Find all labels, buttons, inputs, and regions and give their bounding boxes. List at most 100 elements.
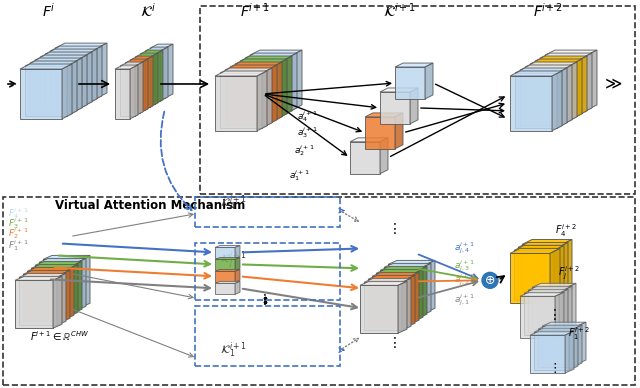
Text: $a_{j,4}^{i+1}$: $a_{j,4}^{i+1}$ (454, 241, 475, 256)
Polygon shape (514, 246, 564, 250)
Polygon shape (365, 117, 395, 149)
Polygon shape (587, 50, 597, 110)
Text: $\mathbf{\mathit{F}}^{i+1}$: $\mathbf{\mathit{F}}^{i+1}$ (240, 2, 270, 20)
Polygon shape (287, 53, 297, 113)
Polygon shape (388, 264, 426, 312)
Polygon shape (380, 88, 418, 92)
Polygon shape (19, 277, 57, 325)
Polygon shape (520, 296, 555, 338)
Polygon shape (567, 283, 576, 329)
Polygon shape (87, 49, 97, 104)
Polygon shape (35, 55, 87, 60)
Polygon shape (582, 53, 592, 113)
Polygon shape (65, 267, 74, 319)
Polygon shape (120, 62, 143, 66)
Polygon shape (220, 68, 272, 73)
Polygon shape (250, 55, 292, 110)
Polygon shape (510, 71, 562, 76)
Polygon shape (240, 56, 292, 61)
Polygon shape (292, 50, 302, 110)
Polygon shape (53, 276, 62, 328)
Polygon shape (45, 54, 87, 104)
Text: $F_j^{i+2}$: $F_j^{i+2}$ (558, 265, 580, 282)
Polygon shape (235, 64, 277, 119)
Polygon shape (372, 272, 419, 276)
Polygon shape (215, 269, 240, 271)
Polygon shape (81, 255, 90, 307)
Polygon shape (532, 288, 567, 329)
Text: $a_{j,1}^{i+1}$: $a_{j,1}^{i+1}$ (454, 293, 475, 308)
Polygon shape (15, 276, 62, 281)
Polygon shape (422, 263, 431, 315)
Polygon shape (120, 66, 135, 116)
Polygon shape (528, 290, 563, 332)
Text: $F_3^{i+1}$: $F_3^{i+1}$ (8, 216, 29, 231)
Polygon shape (525, 67, 567, 122)
Polygon shape (215, 281, 240, 283)
Polygon shape (125, 59, 148, 63)
Polygon shape (376, 269, 423, 274)
Polygon shape (384, 267, 422, 315)
Polygon shape (380, 138, 388, 174)
Polygon shape (395, 113, 403, 149)
Polygon shape (27, 271, 65, 319)
Polygon shape (23, 270, 70, 274)
Polygon shape (530, 59, 582, 64)
Polygon shape (145, 47, 168, 51)
Polygon shape (31, 268, 69, 316)
Polygon shape (25, 66, 67, 116)
Polygon shape (215, 271, 235, 282)
Polygon shape (520, 65, 572, 70)
Polygon shape (425, 63, 433, 99)
Polygon shape (402, 278, 411, 330)
Polygon shape (67, 61, 77, 116)
Polygon shape (215, 71, 267, 76)
Polygon shape (155, 50, 163, 104)
Polygon shape (215, 283, 235, 294)
Polygon shape (530, 335, 565, 373)
Polygon shape (245, 58, 287, 113)
Polygon shape (130, 65, 138, 119)
Polygon shape (510, 253, 550, 303)
Polygon shape (563, 286, 572, 332)
Polygon shape (262, 68, 272, 128)
Polygon shape (235, 281, 240, 294)
Polygon shape (50, 46, 102, 51)
Polygon shape (145, 51, 160, 101)
Text: $F_2^{i+1}$: $F_2^{i+1}$ (8, 226, 29, 241)
Polygon shape (515, 73, 557, 128)
Polygon shape (530, 64, 572, 119)
Polygon shape (267, 65, 277, 125)
Polygon shape (35, 60, 77, 110)
Polygon shape (520, 292, 564, 296)
Polygon shape (384, 263, 431, 267)
Polygon shape (535, 61, 577, 116)
Polygon shape (395, 67, 425, 99)
Polygon shape (538, 329, 573, 367)
Polygon shape (69, 264, 78, 316)
Polygon shape (130, 56, 153, 60)
Polygon shape (225, 65, 277, 70)
Polygon shape (272, 62, 282, 122)
Polygon shape (535, 56, 587, 61)
Text: $a_2^{i+1}$: $a_2^{i+1}$ (294, 143, 315, 158)
Polygon shape (538, 325, 582, 329)
Polygon shape (534, 332, 569, 370)
Text: ⋮: ⋮ (258, 293, 272, 307)
Polygon shape (250, 50, 302, 55)
Polygon shape (528, 286, 572, 290)
Polygon shape (23, 274, 61, 322)
Polygon shape (15, 281, 53, 328)
Polygon shape (559, 289, 568, 335)
Polygon shape (380, 270, 418, 318)
Polygon shape (30, 58, 82, 63)
Polygon shape (364, 278, 411, 282)
Polygon shape (426, 260, 435, 312)
Polygon shape (225, 70, 267, 125)
Polygon shape (558, 242, 568, 297)
Polygon shape (140, 59, 148, 113)
Polygon shape (35, 262, 82, 265)
Polygon shape (73, 262, 82, 313)
Polygon shape (542, 322, 586, 326)
Polygon shape (130, 60, 145, 110)
